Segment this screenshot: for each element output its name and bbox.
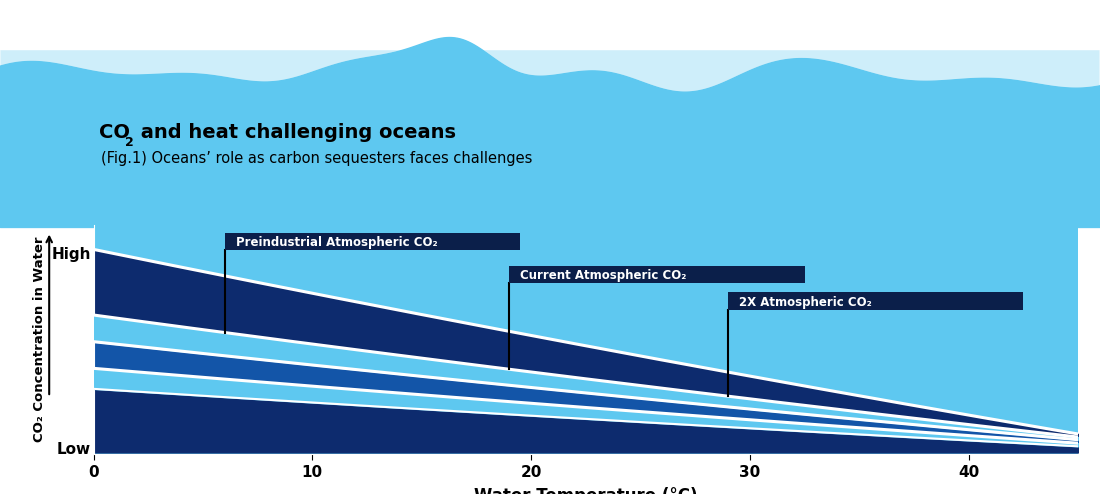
Text: 2X Atmospheric CO₂: 2X Atmospheric CO₂ <box>739 295 871 309</box>
Y-axis label: CO₂ Concentration in Water: CO₂ Concentration in Water <box>33 237 46 442</box>
Text: Preindustrial Atmospheric CO₂: Preindustrial Atmospheric CO₂ <box>235 236 438 249</box>
FancyBboxPatch shape <box>509 266 804 283</box>
Text: Current Atmospheric CO₂: Current Atmospheric CO₂ <box>520 269 686 282</box>
Text: CO: CO <box>99 124 130 142</box>
FancyBboxPatch shape <box>728 292 1023 310</box>
Text: and heat challenging oceans: and heat challenging oceans <box>134 124 456 142</box>
FancyBboxPatch shape <box>224 233 520 250</box>
Text: 2: 2 <box>125 136 134 149</box>
Text: (Fig.1) Oceans’ role as carbon sequesters faces challenges: (Fig.1) Oceans’ role as carbon sequester… <box>101 151 532 166</box>
X-axis label: Water Temperature (°C): Water Temperature (°C) <box>474 487 697 494</box>
